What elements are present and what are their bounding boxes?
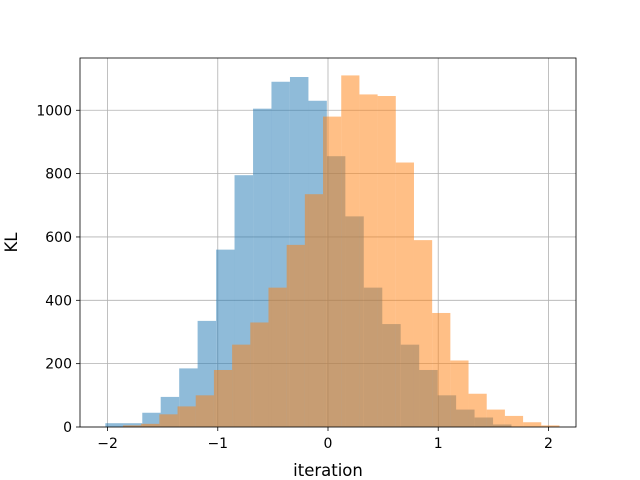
histogram-bar-series-2 <box>377 96 396 428</box>
histogram-bar-series-2 <box>323 116 342 428</box>
x-tick-label: −1 <box>207 436 228 452</box>
histogram-bar-series-2 <box>304 194 324 427</box>
histogram-bar-series-2 <box>159 414 178 427</box>
histogram-bar-series-2 <box>286 244 305 427</box>
histogram-bar-series-2 <box>432 312 451 427</box>
axis-ticks: −2 −1 0 1 2 0 200 400 600 800 1000 <box>36 103 553 452</box>
y-tick-label: 200 <box>45 357 72 373</box>
histogram-bar-series-2 <box>268 287 287 427</box>
y-tick-label: 800 <box>45 167 72 183</box>
histogram-bar-series-2 <box>195 395 214 427</box>
y-tick-label: 400 <box>45 293 72 309</box>
histogram-bar-series-2 <box>486 409 505 427</box>
histogram-bar-series-2 <box>504 415 524 427</box>
histogram-bar-series-2 <box>450 360 469 427</box>
histogram-bar-series-2 <box>141 423 160 427</box>
y-axis-label: KL <box>2 232 21 253</box>
histogram-bar-series-2 <box>523 422 542 427</box>
histogram-bar-series-2 <box>232 344 251 427</box>
histogram-bar-series-2 <box>341 75 360 428</box>
x-axis-label: iteration <box>293 461 363 480</box>
histogram-bar-series-2 <box>468 393 487 427</box>
histogram-bar-series-2 <box>177 406 196 427</box>
histogram-bar-series-1 <box>105 423 124 427</box>
histogram-bar-series-2 <box>250 322 269 427</box>
histogram-bar-series-2 <box>541 425 560 427</box>
histogram-bar-series-2 <box>213 369 233 427</box>
histogram-bar-series-2 <box>359 94 378 427</box>
x-tick-label: 0 <box>324 436 333 452</box>
histogram-bar-series-1 <box>142 412 161 427</box>
histogram-bar-series-2 <box>413 240 433 427</box>
x-tick-label: −2 <box>97 436 118 452</box>
bars <box>105 75 560 428</box>
y-tick-label: 0 <box>63 420 72 436</box>
y-tick-label: 600 <box>45 230 72 246</box>
y-tick-label: 1000 <box>36 103 72 119</box>
x-tick-label: 2 <box>544 436 553 452</box>
histogram-bar-series-1 <box>123 423 143 427</box>
x-tick-label: 1 <box>434 436 443 452</box>
histogram-bar-series-2 <box>395 162 414 427</box>
histogram-bar-series-2 <box>122 425 142 427</box>
